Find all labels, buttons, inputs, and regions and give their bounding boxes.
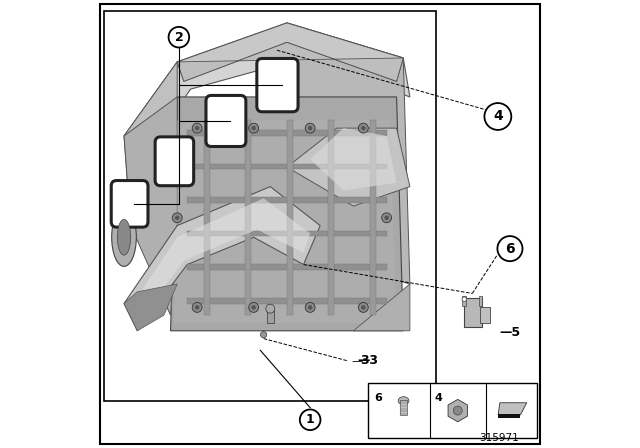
- FancyBboxPatch shape: [264, 66, 291, 103]
- Polygon shape: [124, 97, 177, 315]
- Polygon shape: [131, 198, 310, 323]
- Circle shape: [252, 126, 256, 130]
- Circle shape: [305, 302, 315, 312]
- Circle shape: [266, 304, 275, 313]
- Polygon shape: [498, 403, 527, 415]
- Bar: [267, 310, 274, 323]
- Polygon shape: [187, 197, 387, 203]
- Polygon shape: [204, 121, 210, 315]
- Ellipse shape: [117, 220, 131, 255]
- FancyBboxPatch shape: [257, 58, 298, 112]
- Circle shape: [497, 236, 522, 261]
- Circle shape: [168, 27, 189, 47]
- Circle shape: [385, 215, 389, 220]
- Circle shape: [175, 215, 179, 220]
- Circle shape: [381, 213, 392, 223]
- Text: 4: 4: [493, 109, 503, 124]
- Text: 4: 4: [435, 393, 442, 403]
- FancyBboxPatch shape: [111, 181, 148, 227]
- Bar: [479, 296, 482, 306]
- Polygon shape: [287, 128, 410, 206]
- Circle shape: [305, 123, 315, 133]
- Polygon shape: [187, 164, 387, 169]
- Circle shape: [260, 332, 267, 338]
- Polygon shape: [177, 23, 403, 82]
- Circle shape: [172, 213, 182, 223]
- Circle shape: [249, 302, 259, 312]
- Polygon shape: [498, 414, 520, 418]
- Polygon shape: [124, 284, 177, 331]
- Ellipse shape: [112, 208, 136, 267]
- Circle shape: [358, 302, 368, 312]
- Circle shape: [300, 409, 321, 430]
- Text: —3: —3: [357, 354, 378, 367]
- Circle shape: [308, 126, 312, 130]
- Text: —: —: [351, 356, 362, 366]
- FancyBboxPatch shape: [155, 137, 194, 185]
- Polygon shape: [174, 121, 397, 323]
- Circle shape: [358, 123, 368, 133]
- Text: 3: 3: [360, 354, 369, 367]
- Polygon shape: [124, 62, 177, 226]
- Bar: [481, 307, 490, 323]
- Circle shape: [249, 123, 259, 133]
- Polygon shape: [370, 121, 376, 315]
- Text: 1: 1: [306, 413, 314, 426]
- Polygon shape: [287, 23, 410, 284]
- Polygon shape: [187, 130, 387, 136]
- Polygon shape: [187, 264, 387, 270]
- FancyBboxPatch shape: [118, 189, 141, 219]
- Text: —5: —5: [499, 326, 520, 339]
- FancyBboxPatch shape: [206, 95, 246, 146]
- Circle shape: [195, 305, 200, 310]
- Circle shape: [462, 297, 467, 302]
- Ellipse shape: [398, 397, 409, 405]
- Circle shape: [192, 302, 202, 312]
- FancyBboxPatch shape: [163, 145, 186, 177]
- Bar: [464, 298, 482, 327]
- Polygon shape: [124, 186, 320, 331]
- Polygon shape: [124, 23, 410, 159]
- Bar: [104, 11, 436, 401]
- FancyBboxPatch shape: [213, 103, 239, 138]
- Circle shape: [361, 305, 365, 310]
- Polygon shape: [245, 121, 252, 315]
- Circle shape: [361, 126, 365, 130]
- Polygon shape: [287, 121, 293, 315]
- Circle shape: [192, 123, 202, 133]
- Text: 6: 6: [505, 241, 515, 256]
- Polygon shape: [177, 43, 403, 82]
- Circle shape: [308, 305, 312, 310]
- Polygon shape: [310, 128, 397, 190]
- Circle shape: [484, 103, 511, 130]
- Text: 6: 6: [374, 393, 381, 403]
- Bar: [369, 383, 538, 438]
- Polygon shape: [170, 97, 403, 331]
- Bar: [463, 296, 466, 306]
- Text: 2: 2: [175, 30, 183, 44]
- Polygon shape: [328, 121, 335, 315]
- Circle shape: [252, 305, 256, 310]
- Polygon shape: [353, 284, 410, 331]
- Polygon shape: [187, 231, 387, 237]
- Text: 315971: 315971: [479, 433, 519, 443]
- Circle shape: [453, 406, 462, 415]
- Polygon shape: [187, 297, 387, 304]
- Bar: [401, 401, 406, 415]
- Circle shape: [195, 126, 200, 130]
